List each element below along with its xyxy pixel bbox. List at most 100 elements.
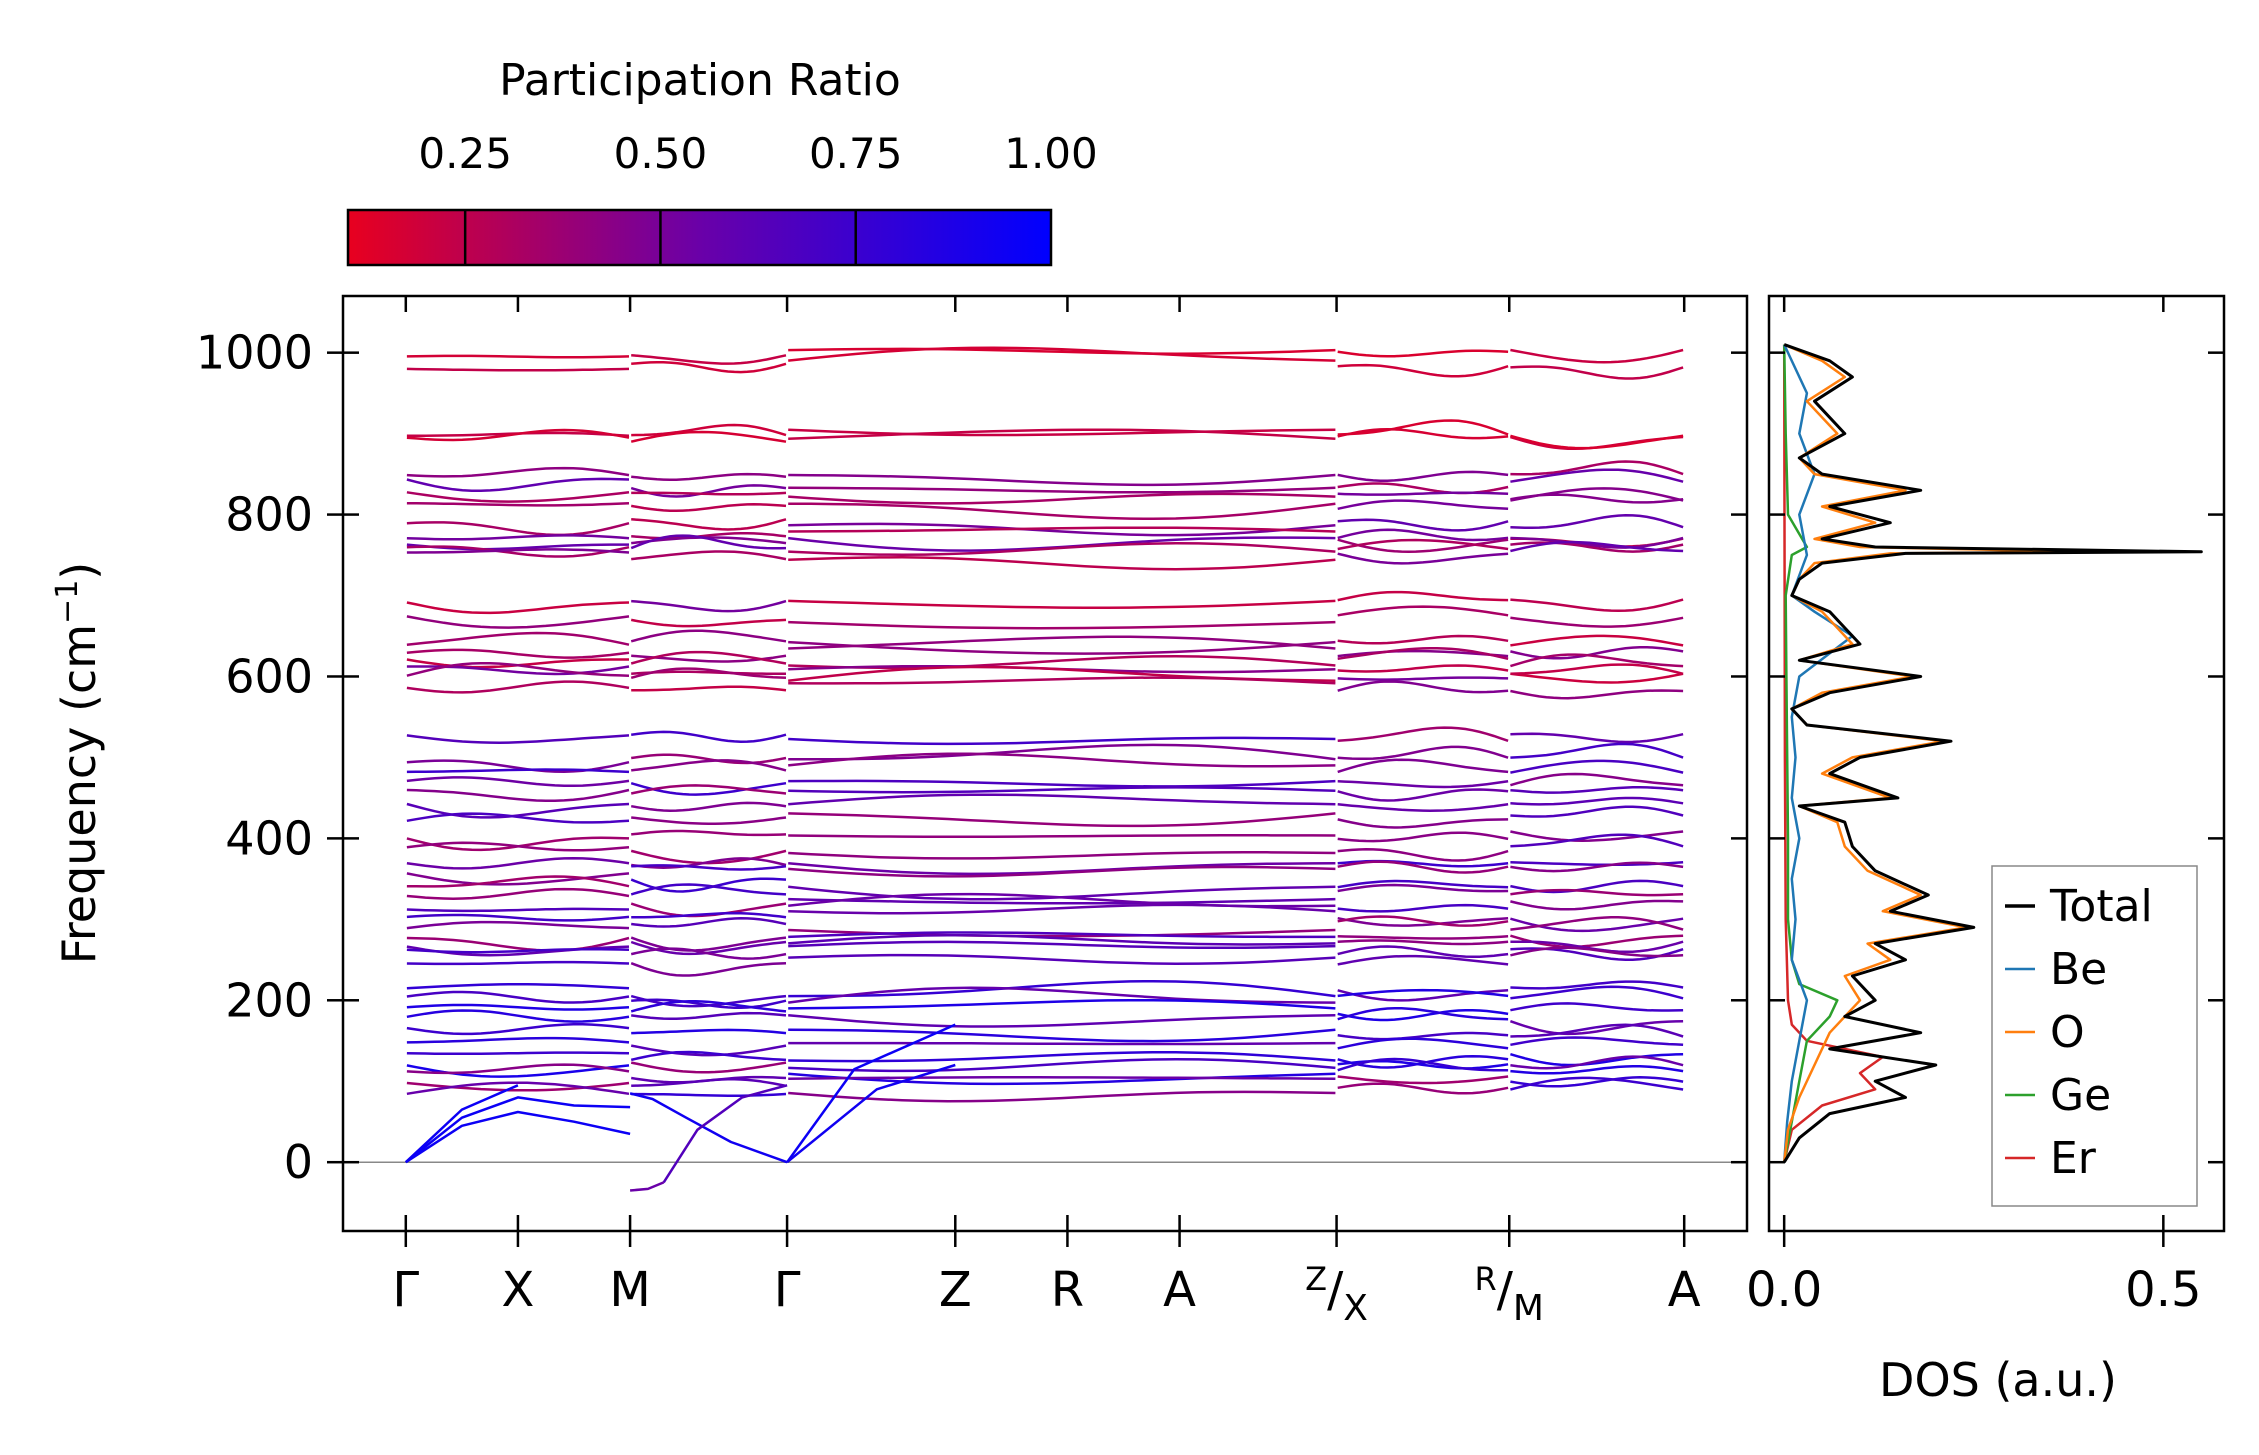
phonon-band: [1337, 1037, 1509, 1050]
phonon-band: [788, 812, 1336, 828]
phonon-band: [788, 428, 1336, 437]
legend-label-er: Er: [2050, 1133, 2097, 1184]
phonon-band: [788, 428, 1336, 441]
band-structure-frame: [341, 294, 1749, 1233]
phonon-band: [1510, 514, 1684, 529]
phonon-band: [1510, 916, 1684, 931]
phonon-band: [406, 661, 630, 677]
phonon-band: [788, 347, 1336, 355]
phonon-band: [1337, 470, 1509, 482]
phonon-band: [1510, 1076, 1684, 1091]
phonon-band: [1510, 946, 1684, 958]
phonon-band: [1337, 780, 1509, 789]
phonon-band: [1337, 1008, 1509, 1022]
phonon-band: [788, 620, 1336, 630]
phonon-band: [788, 635, 1336, 650]
y-axis-label: Frequency (cm−1): [50, 562, 106, 965]
phonon-band: [1337, 935, 1509, 940]
phonon-band: [630, 961, 787, 977]
phonon-band: [1337, 647, 1509, 661]
phonon-band: [1510, 861, 1684, 873]
dos-x-axis-label: DOS (a.u.): [1879, 1353, 2117, 1407]
phonon-band: [630, 629, 787, 643]
phonon-band: [630, 484, 787, 498]
phonon-band: [788, 526, 1336, 533]
colorbar-tick-label: 0.25: [418, 129, 512, 178]
phonon-band: [631, 857, 787, 869]
phonon-band: [630, 1061, 787, 1074]
k-point-label: Z: [939, 1262, 972, 1318]
phonon-band: [630, 534, 787, 550]
phonon-band: [1337, 916, 1509, 927]
phonon-band: [788, 599, 1336, 609]
phonon-band: [631, 730, 787, 743]
k-point-label-split: Z/X: [1305, 1260, 1368, 1329]
phonon-band: [406, 367, 630, 372]
dos-series-be: [1782, 344, 1854, 1163]
phonon-band: [788, 933, 1336, 946]
phonon-band: [1510, 598, 1684, 613]
dos-series-o: [1782, 343, 2089, 1163]
y-tick-label: 800: [225, 488, 313, 542]
phonon-band: [788, 556, 1336, 571]
phonon-band: [1337, 848, 1509, 862]
phonon-band: [1510, 833, 1684, 848]
phonon-band: [406, 907, 630, 913]
colorbar: Participation Ratio 0.25 0.50 0.75 1.00: [346, 55, 1098, 267]
y-tick-label: 400: [225, 811, 313, 865]
phonon-band: [1510, 1076, 1684, 1088]
phonon-band: [630, 940, 787, 956]
phonon-band: [788, 743, 1336, 761]
phonon-band: [630, 430, 787, 443]
phonon-band: [1510, 805, 1684, 818]
k-point-label: Γ: [392, 1262, 419, 1318]
phonon-band: [1510, 536, 1684, 549]
colorbar-bar: [346, 208, 1053, 267]
acoustic-band: [629, 1181, 665, 1192]
y-axis-label-exponent: −1: [50, 580, 85, 624]
phonon-band: [788, 1041, 1336, 1046]
y-tick-label: 200: [225, 973, 313, 1027]
phonon-band: [788, 940, 1336, 950]
phonon-band: [1510, 786, 1684, 794]
phonon-band: [1510, 663, 1684, 676]
phonon-band: [1510, 1036, 1684, 1047]
band-structure-panel: 0 200 400 600 800 1000 Γ X M Γ Z R A Z/X R/M A Frequenc…: [50, 294, 1749, 1329]
phonon-band: [631, 491, 787, 496]
phonon-band: [406, 601, 630, 615]
phonon-band: [1337, 1082, 1509, 1095]
phonon-band: [1337, 939, 1509, 946]
phonon-band: [406, 776, 630, 788]
phonon-band: [1510, 830, 1684, 842]
phonon-band: [406, 856, 630, 870]
phonon-band: [788, 1013, 1336, 1028]
phonon-band: [406, 428, 630, 442]
phonon-band: [1510, 1052, 1684, 1067]
phonon-band: [631, 599, 787, 613]
phonon-band: [1337, 989, 1509, 1002]
legend-label-ge: Ge: [2050, 1070, 2111, 1121]
phonon-band: [1337, 1075, 1509, 1085]
phonon-band: [1337, 349, 1509, 358]
phonon-band: [1337, 491, 1509, 496]
phonon-band: [1337, 945, 1509, 959]
phonon-band: [406, 802, 630, 819]
phonon-band: [406, 534, 630, 541]
dos-x-tick-label: 0.0: [1746, 1262, 1822, 1318]
phonon-band: [630, 1050, 787, 1062]
phonon-band: [630, 781, 787, 796]
dos-legend: Total Be O Ge Er: [1991, 865, 2198, 1207]
phonon-band: [1337, 664, 1509, 673]
phonon-band: [631, 550, 787, 561]
phonon-band: [631, 360, 787, 374]
phonon-band: [788, 979, 1336, 998]
phonon-band: [788, 542, 1336, 556]
phonon-band: [1510, 653, 1684, 668]
phonon-band: [631, 998, 787, 1010]
phonon-band: [406, 734, 630, 744]
phonon-band: [630, 503, 787, 513]
phonon-band: [788, 903, 1336, 915]
phonon-band: [1337, 538, 1509, 553]
phonon-band: [1337, 745, 1509, 761]
phonon-band: [788, 793, 1336, 806]
